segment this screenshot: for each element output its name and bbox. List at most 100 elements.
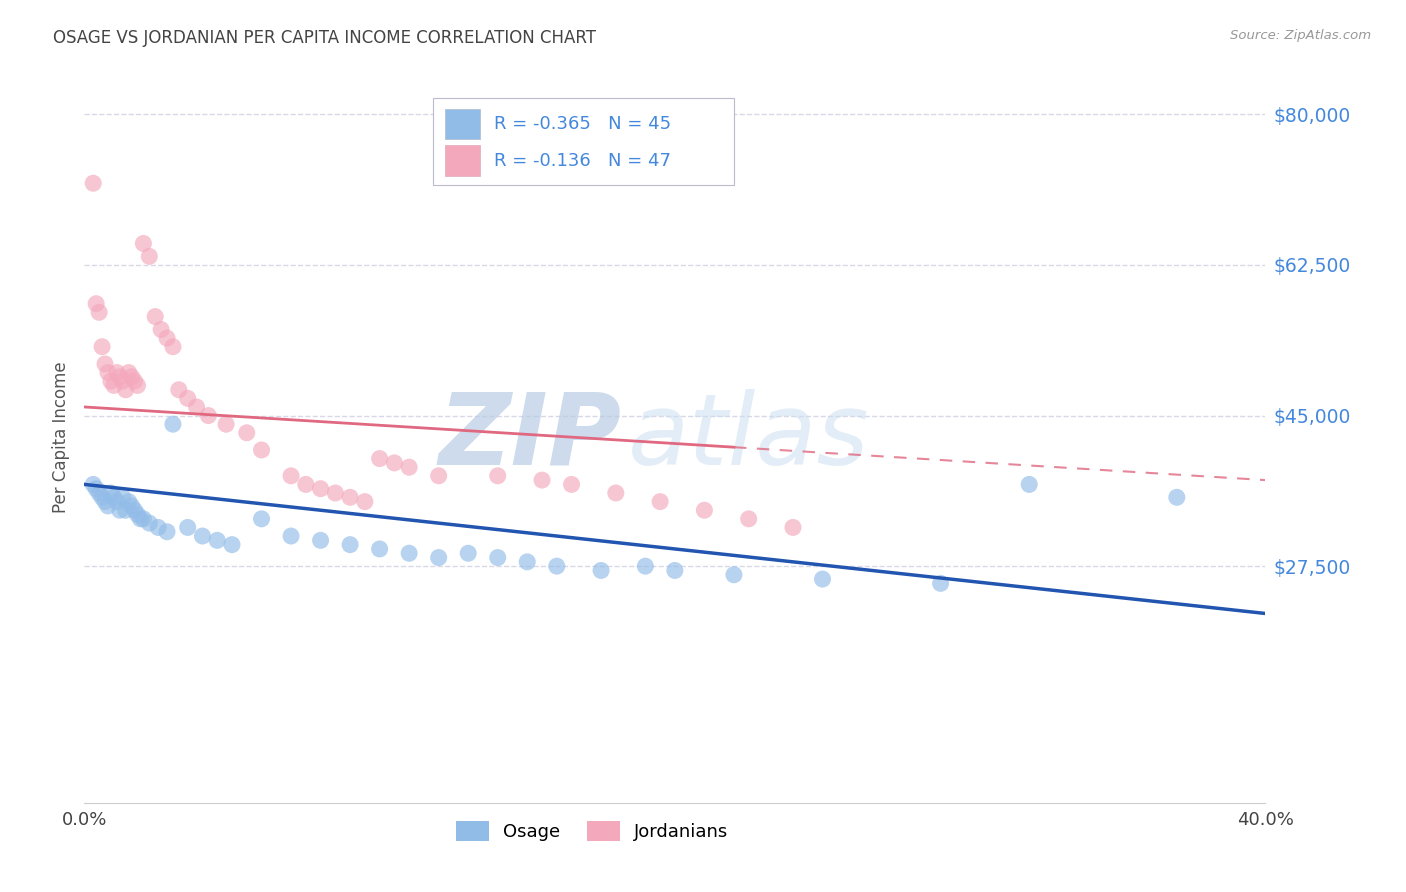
- Point: [280, 468, 302, 483]
- Point: [162, 340, 184, 354]
- Point: [398, 460, 420, 475]
- Point: [516, 555, 538, 569]
- Point: [546, 559, 568, 574]
- Point: [811, 572, 834, 586]
- Point: [427, 468, 450, 483]
- Point: [111, 374, 134, 388]
- Point: [121, 499, 143, 513]
- Y-axis label: Per Capita Income: Per Capita Income: [52, 361, 70, 513]
- Point: [250, 442, 273, 457]
- Point: [103, 491, 125, 505]
- FancyBboxPatch shape: [433, 98, 734, 185]
- Point: [368, 451, 391, 466]
- Point: [186, 400, 208, 414]
- Point: [664, 564, 686, 578]
- Point: [309, 482, 332, 496]
- Point: [129, 512, 152, 526]
- Point: [177, 520, 200, 534]
- Point: [94, 357, 117, 371]
- Point: [105, 494, 128, 508]
- Point: [929, 576, 952, 591]
- Point: [118, 366, 141, 380]
- Point: [591, 564, 613, 578]
- Point: [486, 468, 509, 483]
- Point: [127, 508, 149, 522]
- Point: [167, 383, 190, 397]
- Point: [84, 296, 107, 310]
- Point: [127, 378, 149, 392]
- Point: [207, 533, 229, 548]
- Point: [368, 541, 391, 556]
- Point: [108, 369, 131, 384]
- Point: [124, 374, 146, 388]
- Bar: [444, 145, 479, 176]
- Point: [382, 456, 406, 470]
- Point: [221, 538, 243, 552]
- Point: [148, 520, 170, 534]
- Point: [427, 550, 450, 565]
- Point: [197, 409, 219, 423]
- Point: [177, 392, 200, 406]
- Point: [132, 512, 155, 526]
- Point: [91, 491, 114, 505]
- Point: [309, 533, 332, 548]
- Text: Source: ZipAtlas.com: Source: ZipAtlas.com: [1230, 29, 1371, 42]
- Point: [82, 176, 104, 190]
- Point: [723, 567, 745, 582]
- Point: [138, 516, 160, 530]
- Point: [132, 236, 155, 251]
- Point: [87, 486, 111, 500]
- Point: [103, 378, 125, 392]
- Point: [121, 369, 143, 384]
- Point: [156, 524, 179, 539]
- Point: [100, 486, 122, 500]
- Point: [236, 425, 259, 440]
- Text: R = -0.136   N = 47: R = -0.136 N = 47: [494, 152, 671, 169]
- Point: [162, 417, 184, 432]
- Point: [82, 477, 104, 491]
- Point: [1018, 477, 1040, 491]
- Point: [118, 494, 141, 508]
- Point: [325, 486, 347, 500]
- Bar: [444, 109, 479, 139]
- Point: [156, 331, 179, 345]
- Point: [650, 494, 672, 508]
- Legend: Osage, Jordanians: Osage, Jordanians: [449, 814, 735, 848]
- Point: [114, 503, 136, 517]
- Point: [398, 546, 420, 560]
- Point: [1166, 491, 1188, 505]
- Point: [108, 503, 131, 517]
- Point: [215, 417, 238, 432]
- Point: [295, 477, 318, 491]
- Text: R = -0.365   N = 45: R = -0.365 N = 45: [494, 115, 671, 133]
- Point: [100, 374, 122, 388]
- Point: [782, 520, 804, 534]
- Point: [693, 503, 716, 517]
- Point: [486, 550, 509, 565]
- Point: [531, 473, 554, 487]
- Point: [138, 249, 160, 263]
- Point: [91, 340, 114, 354]
- Point: [111, 491, 134, 505]
- Text: OSAGE VS JORDANIAN PER CAPITA INCOME CORRELATION CHART: OSAGE VS JORDANIAN PER CAPITA INCOME COR…: [53, 29, 596, 46]
- Point: [143, 310, 166, 324]
- Point: [561, 477, 583, 491]
- Point: [87, 305, 111, 319]
- Point: [634, 559, 657, 574]
- Point: [105, 366, 128, 380]
- Point: [738, 512, 761, 526]
- Point: [124, 503, 146, 517]
- Point: [339, 538, 361, 552]
- Point: [191, 529, 214, 543]
- Point: [84, 482, 107, 496]
- Point: [97, 499, 120, 513]
- Point: [457, 546, 479, 560]
- Point: [150, 322, 173, 336]
- Text: atlas: atlas: [627, 389, 869, 485]
- Point: [339, 491, 361, 505]
- Point: [354, 494, 377, 508]
- Point: [280, 529, 302, 543]
- Point: [94, 494, 117, 508]
- Point: [605, 486, 627, 500]
- Point: [97, 366, 120, 380]
